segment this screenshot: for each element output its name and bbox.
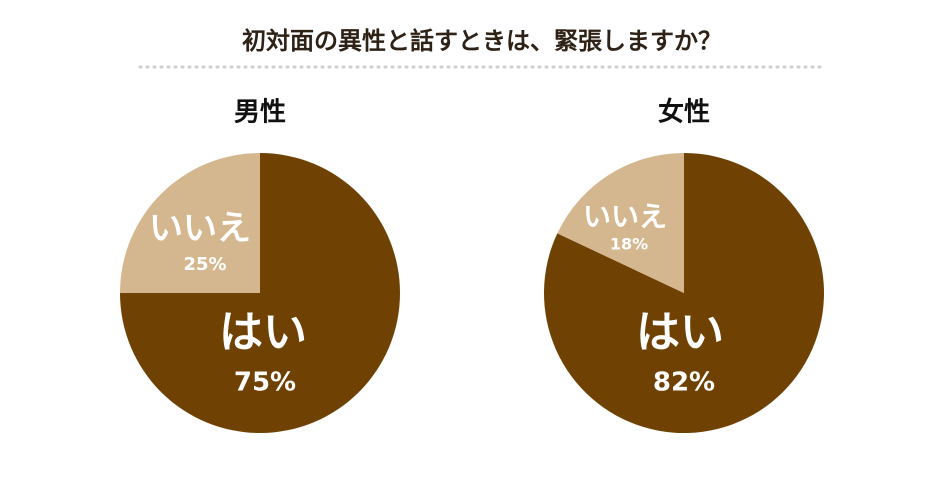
slice-label: はい [219, 307, 307, 358]
pie-slice [557, 153, 684, 293]
pie-title: 女性 [658, 97, 710, 128]
slice-label: いいえ [583, 200, 667, 233]
slice-value: 82% [653, 368, 715, 398]
slice-label: いいえ [149, 209, 251, 249]
slice-value: 18% [610, 235, 648, 254]
pie-slice [120, 153, 260, 293]
slice-value: 75% [234, 368, 296, 398]
slice-label: はい [636, 307, 724, 358]
page-title: 初対面の異性と話すときは、緊張しますか？ [242, 27, 722, 55]
pie-title: 男性 [234, 98, 286, 128]
slice-value: 25% [183, 254, 226, 275]
